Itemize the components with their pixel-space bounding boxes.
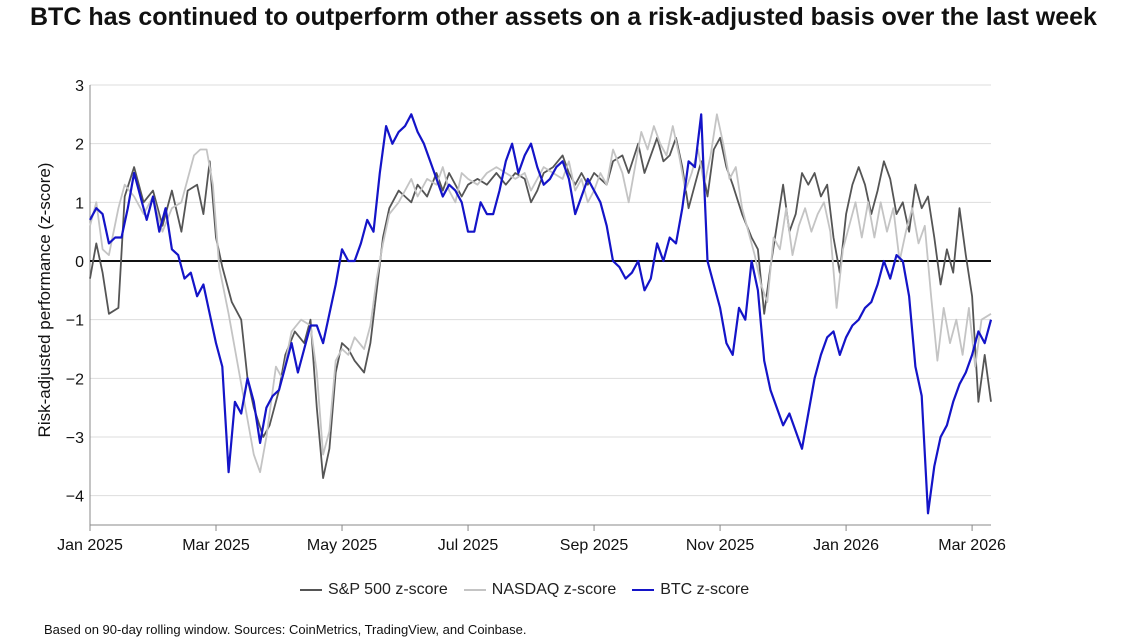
x-tick-label: Mar 2026 <box>938 537 1006 554</box>
line-chart: 3 2 1 0 −1 −2 −3 −4 Jan 2025 Mar 2025 May 2025 Jul … <box>35 78 1006 554</box>
series-lines <box>89 113 993 515</box>
legend-label-btc: BTC z-score <box>660 581 750 598</box>
chart-title: BTC has continued to outperform other as… <box>30 3 1097 31</box>
legend-item-btc: BTC z-score <box>632 581 749 599</box>
legend: S&P 500 z-score NASDAQ z-score BTC z-sco… <box>300 581 765 599</box>
y-axis-label: Risk-adjusted performance (z-score) <box>35 163 54 438</box>
legend-item-nasdaq: NASDAQ z-score <box>463 581 617 599</box>
x-tick-label: Nov 2025 <box>686 537 755 554</box>
series-line-nasdaq <box>89 113 992 474</box>
legend-swatch-btc <box>632 589 655 591</box>
x-tick-label: Jul 2025 <box>438 537 499 554</box>
y-tick-label: 0 <box>75 254 84 271</box>
grid-lines <box>90 84 991 497</box>
legend-label-nasdaq: NASDAQ z-score <box>491 581 617 598</box>
y-tick-label: 3 <box>75 78 84 95</box>
series-line-btc <box>89 113 993 515</box>
y-tick-label: 2 <box>75 137 84 154</box>
y-tick-label: −2 <box>66 371 84 388</box>
x-tick-label: Jan 2026 <box>813 537 879 554</box>
legend-item-sp500: S&P 500 z-score <box>300 581 448 599</box>
x-tick-label: Sep 2025 <box>560 537 629 554</box>
y-tick-label: −4 <box>66 489 84 506</box>
y-tick-label: −3 <box>66 430 84 447</box>
legend-swatch-sp500 <box>300 589 322 591</box>
y-tick-label: 1 <box>75 195 84 212</box>
x-tick-label: Mar 2025 <box>182 537 250 554</box>
x-tick-label: Jan 2025 <box>57 537 123 554</box>
y-tick-label: −1 <box>66 313 84 330</box>
legend-swatch-nasdaq <box>463 589 486 591</box>
legend-label-sp500: S&P 500 z-score <box>328 581 448 598</box>
x-tick-label: May 2025 <box>307 537 377 554</box>
axes: 3 2 1 0 −1 −2 −3 −4 Jan 2025 Mar 2025 May 2025 Jul … <box>57 78 1006 554</box>
source-note: Based on 90-day rolling window. Sources:… <box>44 622 527 637</box>
